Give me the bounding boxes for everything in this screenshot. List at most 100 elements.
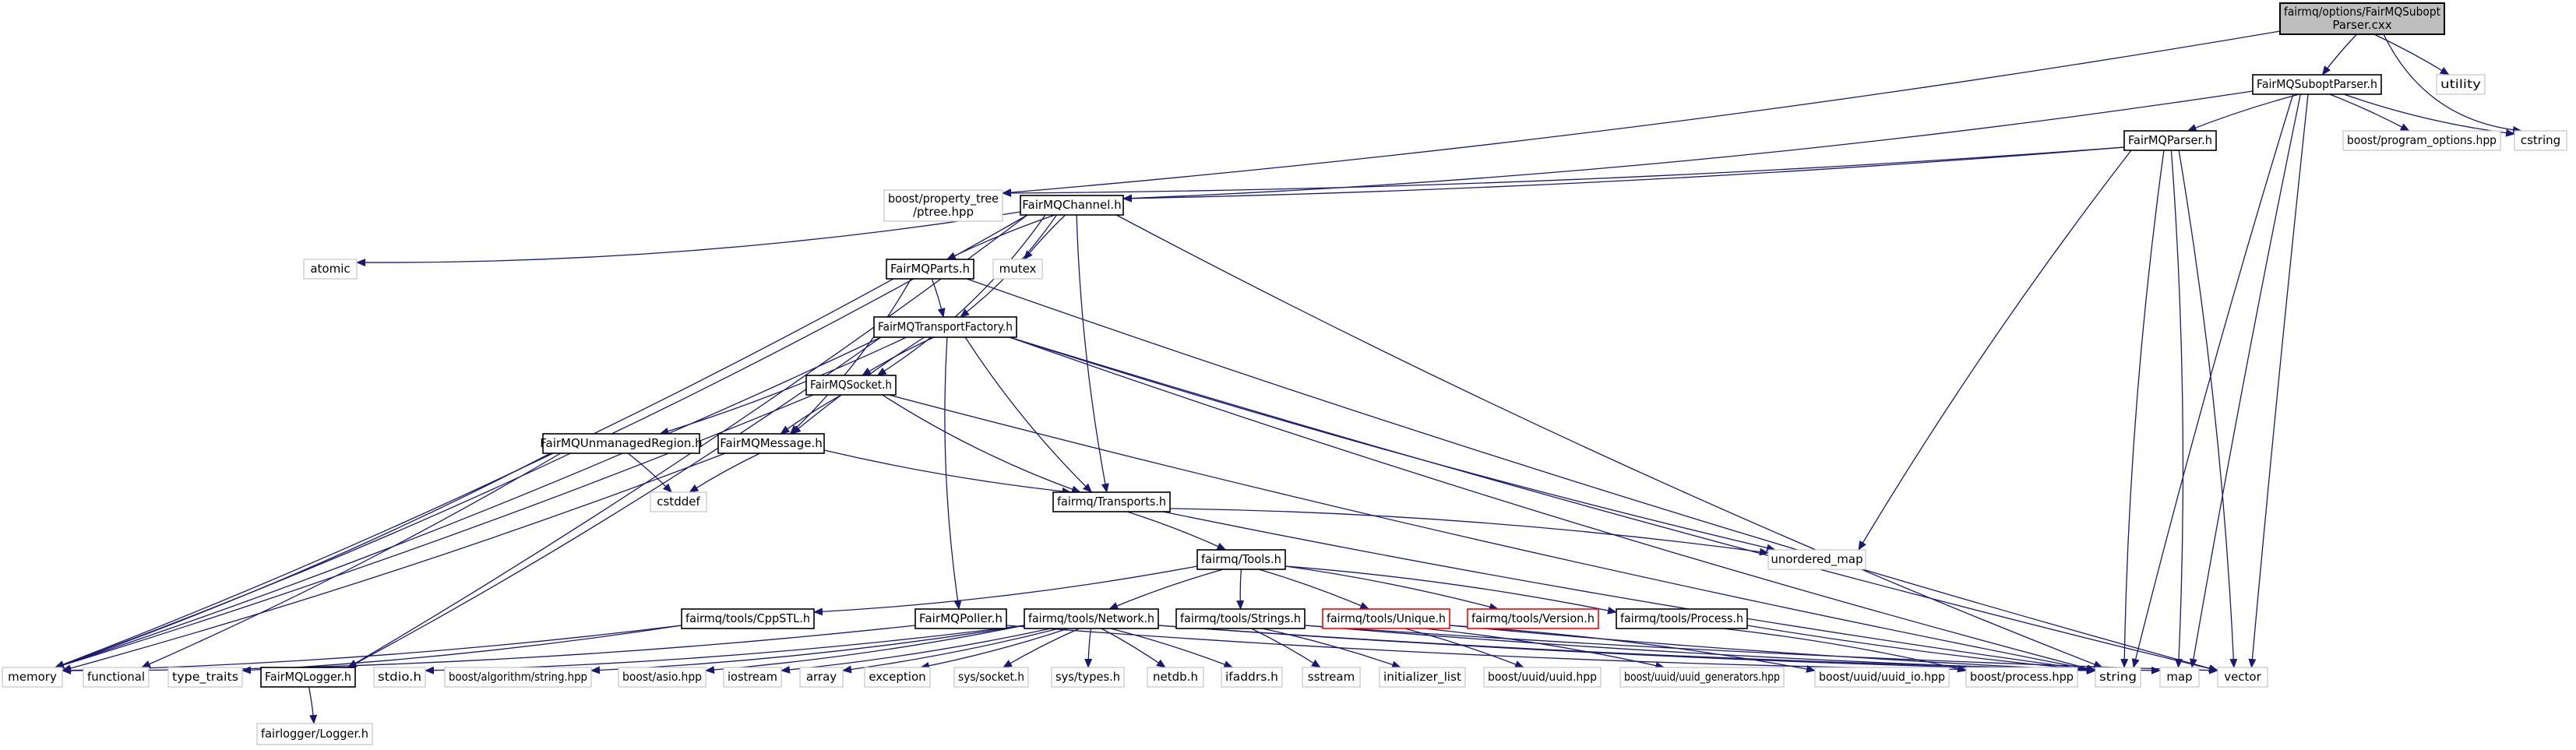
node-sstream: sstream (1302, 667, 1361, 688)
node-version-h[interactable]: fairmq/tools/Version.h (1467, 608, 1599, 629)
node-box-parser-h[interactable] (2123, 130, 2217, 151)
node-socket-h[interactable]: FairMQSocket.h (805, 375, 897, 396)
edge-parts-h-to-transportfactory-h (931, 278, 946, 318)
edge-socket-h-to-memory (55, 394, 814, 669)
node-network-h[interactable]: fairmq/tools/Network.h (1024, 608, 1159, 629)
node-utility: utility (2436, 74, 2486, 95)
node-box-fairlogger-logger-h (256, 723, 373, 745)
node-label-functional: functional (87, 670, 145, 684)
edge-transports-h-to-tools-h (1126, 511, 1227, 551)
node-stdio-h: stdio.h (373, 667, 426, 688)
node-box-version-h[interactable] (1467, 608, 1599, 629)
node-label-suboptparser-h: FairMQSuboptParser.h (2257, 77, 2377, 91)
node-label-string: string (2099, 670, 2137, 684)
node-box-channel-h[interactable] (1020, 195, 1124, 216)
node-box-boost-uuid-io (1814, 667, 1950, 688)
node-box-socket-h[interactable] (805, 375, 897, 396)
node-box-strings-h[interactable] (1175, 608, 1306, 629)
node-box-parts-h[interactable] (886, 259, 974, 280)
edge-parser-h-to-vector (2178, 150, 2238, 668)
node-cppstl-h[interactable]: fairmq/tools/CppSTL.h (681, 608, 815, 629)
edge-message-h-to-memory (62, 452, 726, 672)
node-box-mutex (992, 259, 1043, 280)
node-label-boost-uuid-io: boost/uuid/uuid_io.hpp (1819, 670, 1945, 685)
node-box-netdb-h (1147, 667, 1204, 688)
node-parts-h[interactable]: FairMQParts.h (886, 259, 974, 280)
edge-unique-h-to-string (1449, 625, 2096, 674)
node-strings-h[interactable]: fairmq/tools/Strings.h (1175, 608, 1306, 629)
node-logger-h[interactable]: FairMQLogger.h (260, 667, 356, 688)
edge-channel-h-to-socket-h (876, 214, 1046, 376)
node-box-tools-h[interactable] (1196, 549, 1286, 570)
node-exception: exception (864, 667, 931, 688)
node-box-process-h[interactable] (1616, 608, 1748, 629)
node-box-cxx-root (2279, 2, 2445, 35)
node-label-sys-socket-h: sys/socket.h (958, 670, 1024, 684)
node-label-socket-h: FairMQSocket.h (810, 378, 892, 392)
node-label-memory: memory (8, 670, 57, 684)
node-message-h[interactable]: FairMQMessage.h (717, 433, 825, 454)
node-label-boost-uuid: boost/uuid/uuid.hpp (1488, 670, 1597, 684)
edge-network-h-to-sys-types-h (1084, 628, 1093, 668)
node-box-type-traits (167, 667, 243, 688)
node-label-message-h: FairMQMessage.h (720, 436, 823, 450)
node-box-poller-h[interactable] (914, 608, 1007, 629)
node-mutex: mutex (992, 259, 1043, 280)
edge-suboptparser-h-to-string (2131, 93, 2294, 668)
edge-transportfactory-h-to-transports-h (964, 336, 1093, 493)
node-box-network-h[interactable] (1024, 608, 1159, 629)
edge-cxx-root-to-ptree (1002, 30, 2281, 197)
node-label-strings-h: fairmq/tools/Strings.h (1180, 611, 1301, 625)
node-channel-h[interactable]: FairMQChannel.h (1020, 195, 1124, 216)
edge-transportfactory-h-to-unordered-map (1009, 336, 1776, 552)
node-box-transportfactory-h[interactable] (873, 316, 1017, 338)
node-tools-h[interactable]: fairmq/Tools.h (1196, 549, 1286, 570)
node-transportfactory-h[interactable]: FairMQTransportFactory.h (873, 316, 1017, 338)
edge-parser-h-to-string (2120, 150, 2165, 668)
edge-strings-h-to-sstream (1251, 628, 1321, 668)
node-box-logger-h[interactable] (260, 667, 356, 688)
node-ifaddrs-h: ifaddrs.h (1221, 667, 1283, 688)
node-box-unmanagedregion-h[interactable] (542, 433, 700, 454)
node-array: array (799, 667, 844, 688)
node-label-initializer-list: initializer_list (1383, 670, 1461, 685)
node-box-suboptparser-h[interactable] (2252, 74, 2382, 95)
edge-tools-h-to-strings-h (1236, 569, 1245, 610)
node-box-atomic (303, 259, 358, 280)
node-transports-h[interactable]: fairmq/Transports.h (1052, 491, 1171, 512)
node-unique-h[interactable]: fairmq/tools/Unique.h (1322, 608, 1450, 629)
node-label-array: array (806, 670, 837, 684)
node-box-cstring (2514, 130, 2567, 151)
node-unmanagedregion-h[interactable]: FairMQUnmanagedRegion.h (540, 433, 703, 454)
node-memory: memory (2, 667, 63, 688)
edge-transports-h-to-unordered-map (1169, 508, 1769, 556)
node-box-transports-h[interactable] (1052, 491, 1171, 512)
node-box-string (2095, 667, 2141, 688)
node-box-cppstl-h[interactable] (681, 608, 815, 629)
node-parser-h[interactable]: FairMQParser.h (2123, 130, 2217, 151)
edge-network-h-to-array (842, 628, 1059, 674)
node-box-message-h[interactable] (717, 433, 825, 454)
node-suboptparser-h[interactable]: FairMQSuboptParser.h (2252, 74, 2382, 95)
node-process-h[interactable]: fairmq/tools/Process.h (1616, 608, 1748, 629)
edge-suboptparser-h-to-vector (2248, 93, 2309, 668)
edge-channel-h-to-string (1115, 214, 2103, 668)
node-label-transportfactory-h: FairMQTransportFactory.h (878, 320, 1013, 334)
node-map: map (2159, 667, 2200, 688)
node-cstring: cstring (2514, 130, 2567, 151)
edge-channel-h-to-transports-h (1076, 214, 1109, 493)
node-poller-h[interactable]: FairMQPoller.h (914, 608, 1007, 629)
node-label-ifaddrs-h: ifaddrs.h (1225, 670, 1278, 684)
node-label-cxx-root: fairmq/options/FairMQSubopt Parser.cxx (2284, 5, 2440, 32)
edge-cxx-root-to-suboptparser-h (2321, 33, 2358, 76)
node-box-unique-h[interactable] (1322, 608, 1450, 629)
edge-tools-h-to-unique-h (1258, 569, 1370, 610)
node-label-poller-h: FairMQPoller.h (919, 611, 1003, 625)
edge-parts-h-to-vector (966, 278, 2218, 672)
edge-unique-h-to-boost-uuid-generators (1424, 628, 1665, 670)
node-sys-socket-h: sys/socket.h (953, 667, 1029, 688)
edge-network-h-to-iostream (781, 628, 1051, 674)
edge-cxx-root-to-utility (2373, 33, 2450, 76)
